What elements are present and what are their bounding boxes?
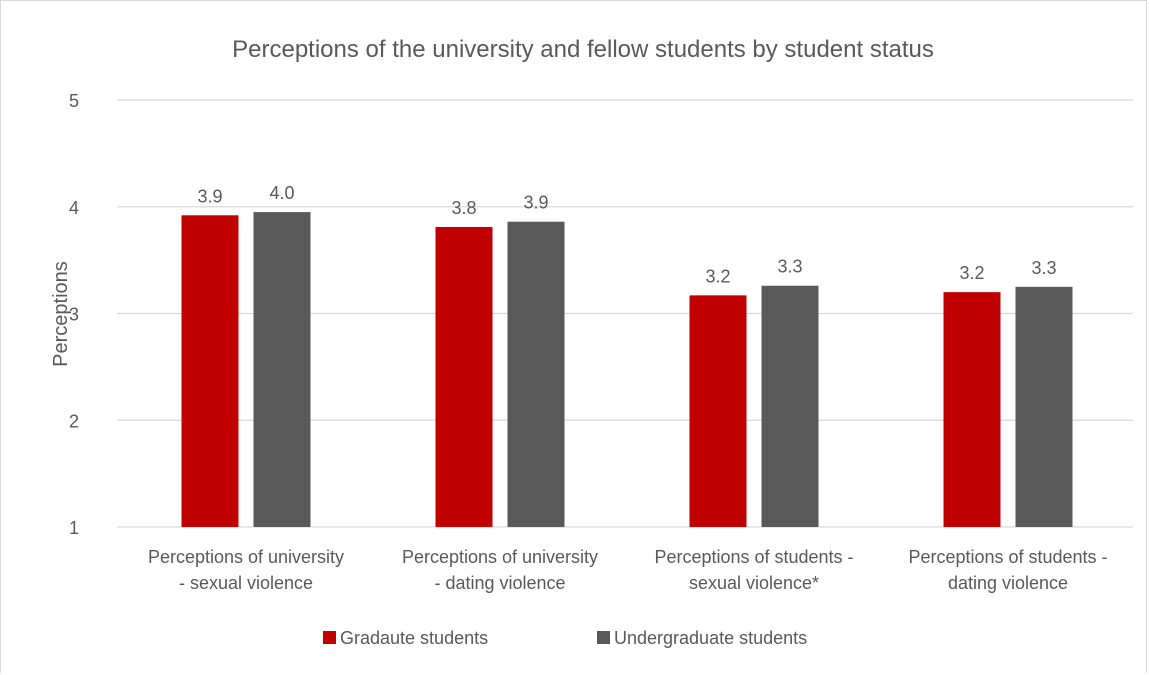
legend-label: Gradaute students	[340, 628, 488, 648]
y-tick-label: 1	[69, 518, 79, 538]
y-axis-label: Perceptions	[50, 261, 72, 367]
category-labels: Perceptions of university - sexual violen…	[148, 547, 1108, 593]
bar-value-label: 3.8	[451, 198, 476, 218]
category-label: dating violence	[948, 573, 1068, 593]
bar-value-label: 3.3	[1031, 258, 1056, 278]
y-tick-label: 2	[69, 411, 79, 431]
y-tick-label: 5	[69, 91, 79, 111]
y-tick-label: 4	[69, 198, 79, 218]
bar	[507, 221, 565, 527]
bar-value-label: 4.0	[269, 183, 294, 203]
chart-title: Perceptions of the university and fellow…	[232, 36, 934, 63]
y-tick-labels: 1 2 3 4 5	[69, 91, 79, 538]
bar	[181, 215, 239, 528]
bar-value-label: 3.2	[705, 266, 730, 286]
legend: Gradaute students Undergraduate students	[323, 628, 807, 648]
bar	[253, 212, 311, 527]
legend-item: Gradaute students	[323, 628, 488, 648]
bar	[943, 292, 1001, 527]
legend-swatch	[597, 631, 610, 644]
bar-value-label: 3.9	[523, 193, 548, 213]
category-label: - dating violence	[434, 573, 565, 593]
bar-value-label: 3.3	[777, 257, 802, 277]
bars	[181, 212, 1073, 528]
category-label: - sexual violence	[179, 573, 313, 593]
legend-item: Undergraduate students	[597, 628, 807, 648]
data-labels: 3.9 4.0 3.8 3.9 3.2 3.3 3.2 3.3	[197, 183, 1056, 286]
category-label: Perceptions of university	[148, 547, 344, 567]
bar	[1015, 286, 1073, 527]
category-label: Perceptions of students -	[654, 547, 853, 567]
bar-value-label: 3.2	[959, 263, 984, 283]
legend-label: Undergraduate students	[614, 628, 807, 648]
legend-swatch	[323, 631, 336, 644]
category-label: Perceptions of university	[402, 547, 598, 567]
y-tick-label: 3	[69, 305, 79, 325]
category-label: sexual violence*	[689, 573, 819, 593]
bar	[435, 227, 493, 527]
bar-value-label: 3.9	[197, 186, 222, 206]
category-label: Perceptions of students -	[908, 547, 1107, 567]
bar	[689, 295, 747, 527]
bar	[761, 285, 819, 527]
